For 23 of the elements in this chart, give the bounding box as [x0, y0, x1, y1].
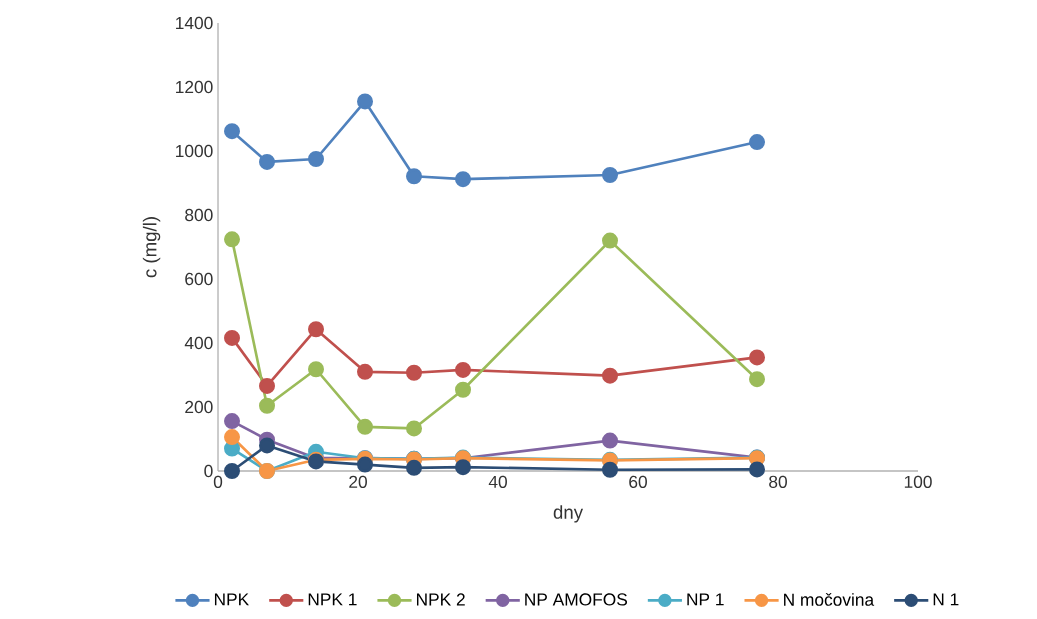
legend-label: NPK 1 [308, 593, 357, 606]
legend-label: N močovina [784, 593, 875, 606]
y-tick-label: 1400 [176, 16, 213, 30]
legend-label: NPK [214, 593, 249, 606]
x-tick-label: 20 [349, 475, 367, 488]
x-tick-label: 40 [488, 475, 507, 488]
legend-label: NP 1 [687, 593, 724, 606]
legend-label: N 1 [933, 593, 959, 606]
y-tick-label: 600 [185, 272, 213, 286]
y-tick-label: 400 [184, 336, 213, 350]
y-axis-title: c (mg/l) [142, 217, 161, 278]
legend-label: NP AMOFOS [525, 593, 628, 606]
x-axis-title: dny [553, 505, 584, 523]
x-tick-label: 0 [213, 475, 223, 488]
x-tick-label: 80 [769, 475, 787, 488]
x-tick-label: 100 [904, 475, 932, 488]
x-tick-label: 60 [629, 475, 647, 488]
y-tick-label: 200 [185, 400, 213, 414]
y-tick-label: 800 [185, 208, 213, 222]
y-tick-label: 1200 [176, 80, 213, 94]
legend-label: NPK 2 [416, 593, 465, 606]
y-tick-label: 0 [204, 464, 213, 478]
y-tick-label: 1000 [176, 144, 213, 158]
